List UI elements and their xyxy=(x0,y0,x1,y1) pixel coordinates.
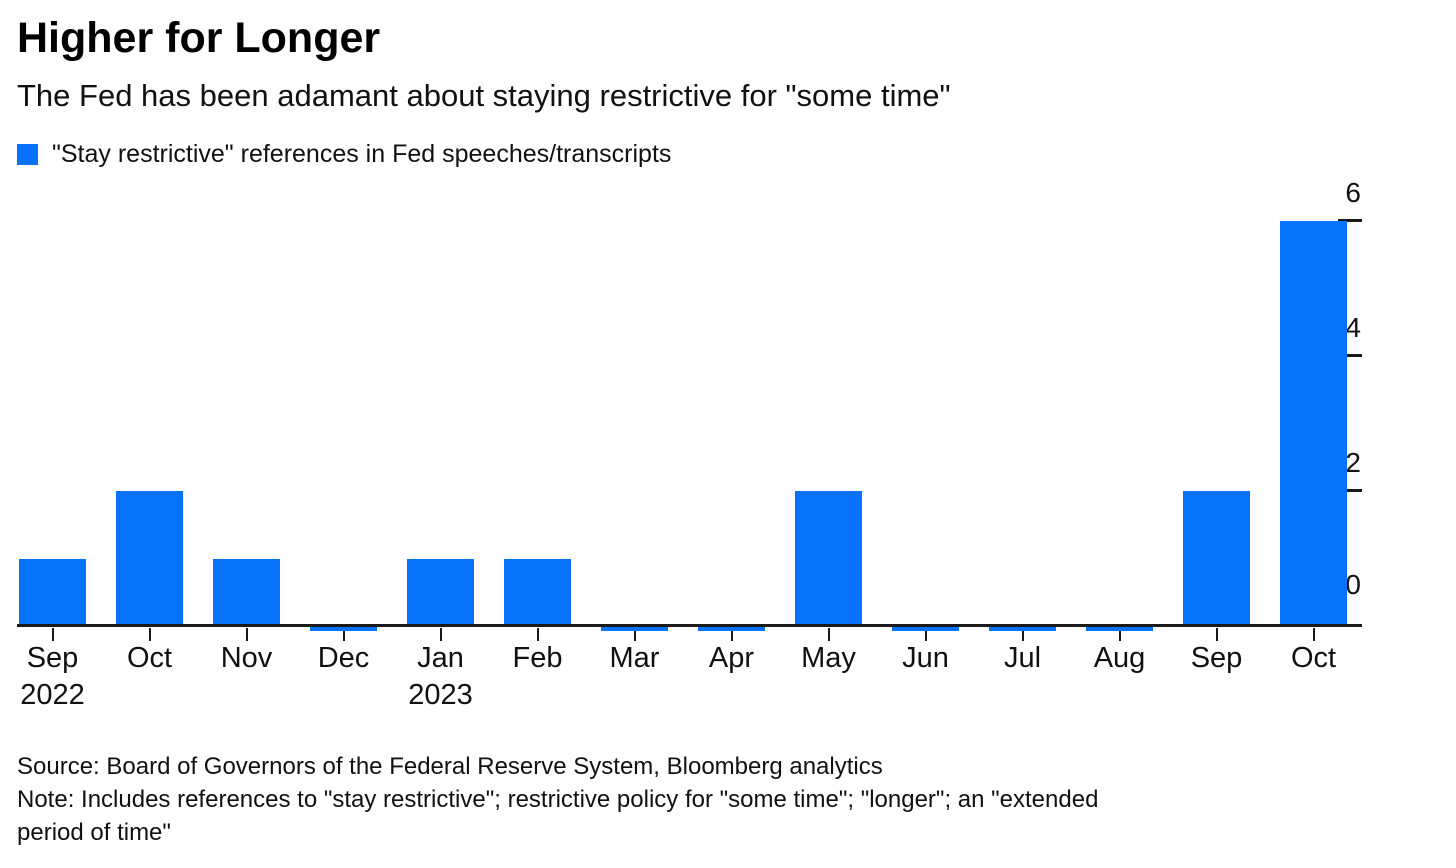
x-axis-tick xyxy=(439,628,442,641)
legend-swatch-icon xyxy=(17,144,38,165)
x-axis-label: Jul xyxy=(1003,642,1042,674)
y-axis-label: 4 xyxy=(1345,312,1361,343)
bar xyxy=(309,627,378,631)
bar xyxy=(18,558,87,626)
bar-slot xyxy=(780,189,877,641)
x-axis-tick xyxy=(245,628,248,641)
bar xyxy=(406,558,475,626)
x-axis-label: Oct xyxy=(1290,642,1337,674)
plot-area: 0 2 4 6 xyxy=(4,178,1362,641)
footer-notes: Source: Board of Governors of the Federa… xyxy=(17,750,1456,849)
note-line-1: Note: Includes references to "stay restr… xyxy=(17,786,1099,813)
chart-card: Higher for Longer The Fed has been adama… xyxy=(4,14,1456,849)
source-line: Source: Board of Governors of the Federa… xyxy=(17,753,883,780)
x-axis-year-label: 2023 xyxy=(408,679,473,711)
y-axis-label: 2 xyxy=(1345,447,1361,478)
bars-container xyxy=(4,189,1362,641)
y-axis-label: 0 xyxy=(1345,569,1361,600)
y-axis-tick xyxy=(1338,489,1362,492)
x-axis-tick xyxy=(536,628,539,641)
x-axis-label: Nov xyxy=(220,642,273,674)
chart-title: Higher for Longer xyxy=(17,14,381,62)
bar xyxy=(503,558,572,626)
bar-slot xyxy=(877,189,974,641)
bar xyxy=(794,491,863,626)
bar-slot xyxy=(1265,189,1362,641)
chart-legend: "Stay restrictive" references in Fed spe… xyxy=(17,140,1456,169)
x-axis-tick xyxy=(51,628,54,641)
x-axis-year-label: 2022 xyxy=(20,679,85,711)
x-axis-tick xyxy=(1021,628,1024,641)
bar xyxy=(1085,627,1154,631)
y-axis-tick xyxy=(1338,219,1362,222)
bar xyxy=(1182,491,1251,626)
x-axis-tick xyxy=(730,628,733,641)
x-axis-tick xyxy=(1312,628,1315,641)
x-axis-labels: Sep 2022 Oct Nov Dec Jan 2023 Feb Mar Apr May Jun Ju… xyxy=(4,644,1362,710)
bar xyxy=(891,627,960,631)
bar-slot xyxy=(295,189,392,641)
x-axis-tick xyxy=(342,628,345,641)
x-axis-label: Aug xyxy=(1093,642,1146,674)
bar xyxy=(600,627,669,631)
y-axis-tick xyxy=(1338,354,1362,357)
x-axis-label: Jan 2023 xyxy=(392,644,489,710)
bar-slot xyxy=(1168,189,1265,641)
bar-slot xyxy=(489,189,586,641)
bar-slot xyxy=(4,189,101,641)
bar xyxy=(697,627,766,631)
bar-slot xyxy=(392,189,489,641)
x-axis-label: Mar xyxy=(609,642,660,674)
bar-slot xyxy=(586,189,683,641)
bar-slot xyxy=(101,189,198,641)
x-axis-tick xyxy=(633,628,636,641)
bar-slot xyxy=(198,189,295,641)
chart-subtitle: The Fed has been adamant about staying r… xyxy=(17,78,951,113)
legend-label: "Stay restrictive" references in Fed spe… xyxy=(52,140,672,168)
bar xyxy=(1279,221,1348,626)
x-axis-line xyxy=(17,624,1362,627)
x-axis-tick xyxy=(1215,628,1218,641)
x-axis-label: Sep 2022 xyxy=(4,644,101,710)
bar-slot xyxy=(974,189,1071,641)
x-axis-tick xyxy=(827,628,830,641)
bar xyxy=(212,558,281,626)
x-axis-tick xyxy=(1118,628,1121,641)
x-axis-label: Dec xyxy=(317,642,370,674)
bar xyxy=(115,491,184,626)
x-axis-label: Oct xyxy=(126,642,173,674)
y-axis: 0 2 4 6 xyxy=(1300,178,1362,626)
note-line-2: period of time" xyxy=(17,819,171,846)
x-axis-label: Apr xyxy=(708,642,755,674)
y-axis-label: 6 xyxy=(1345,177,1361,208)
x-axis-label: Sep xyxy=(1190,642,1243,674)
x-axis-tick xyxy=(924,628,927,641)
x-axis-label: Jun xyxy=(902,642,949,674)
x-axis-label: May xyxy=(801,642,856,674)
bar-slot xyxy=(683,189,780,641)
x-axis-label: Feb xyxy=(512,642,563,674)
x-axis-tick xyxy=(148,628,151,641)
bar xyxy=(988,627,1057,631)
bar-slot xyxy=(1071,189,1168,641)
